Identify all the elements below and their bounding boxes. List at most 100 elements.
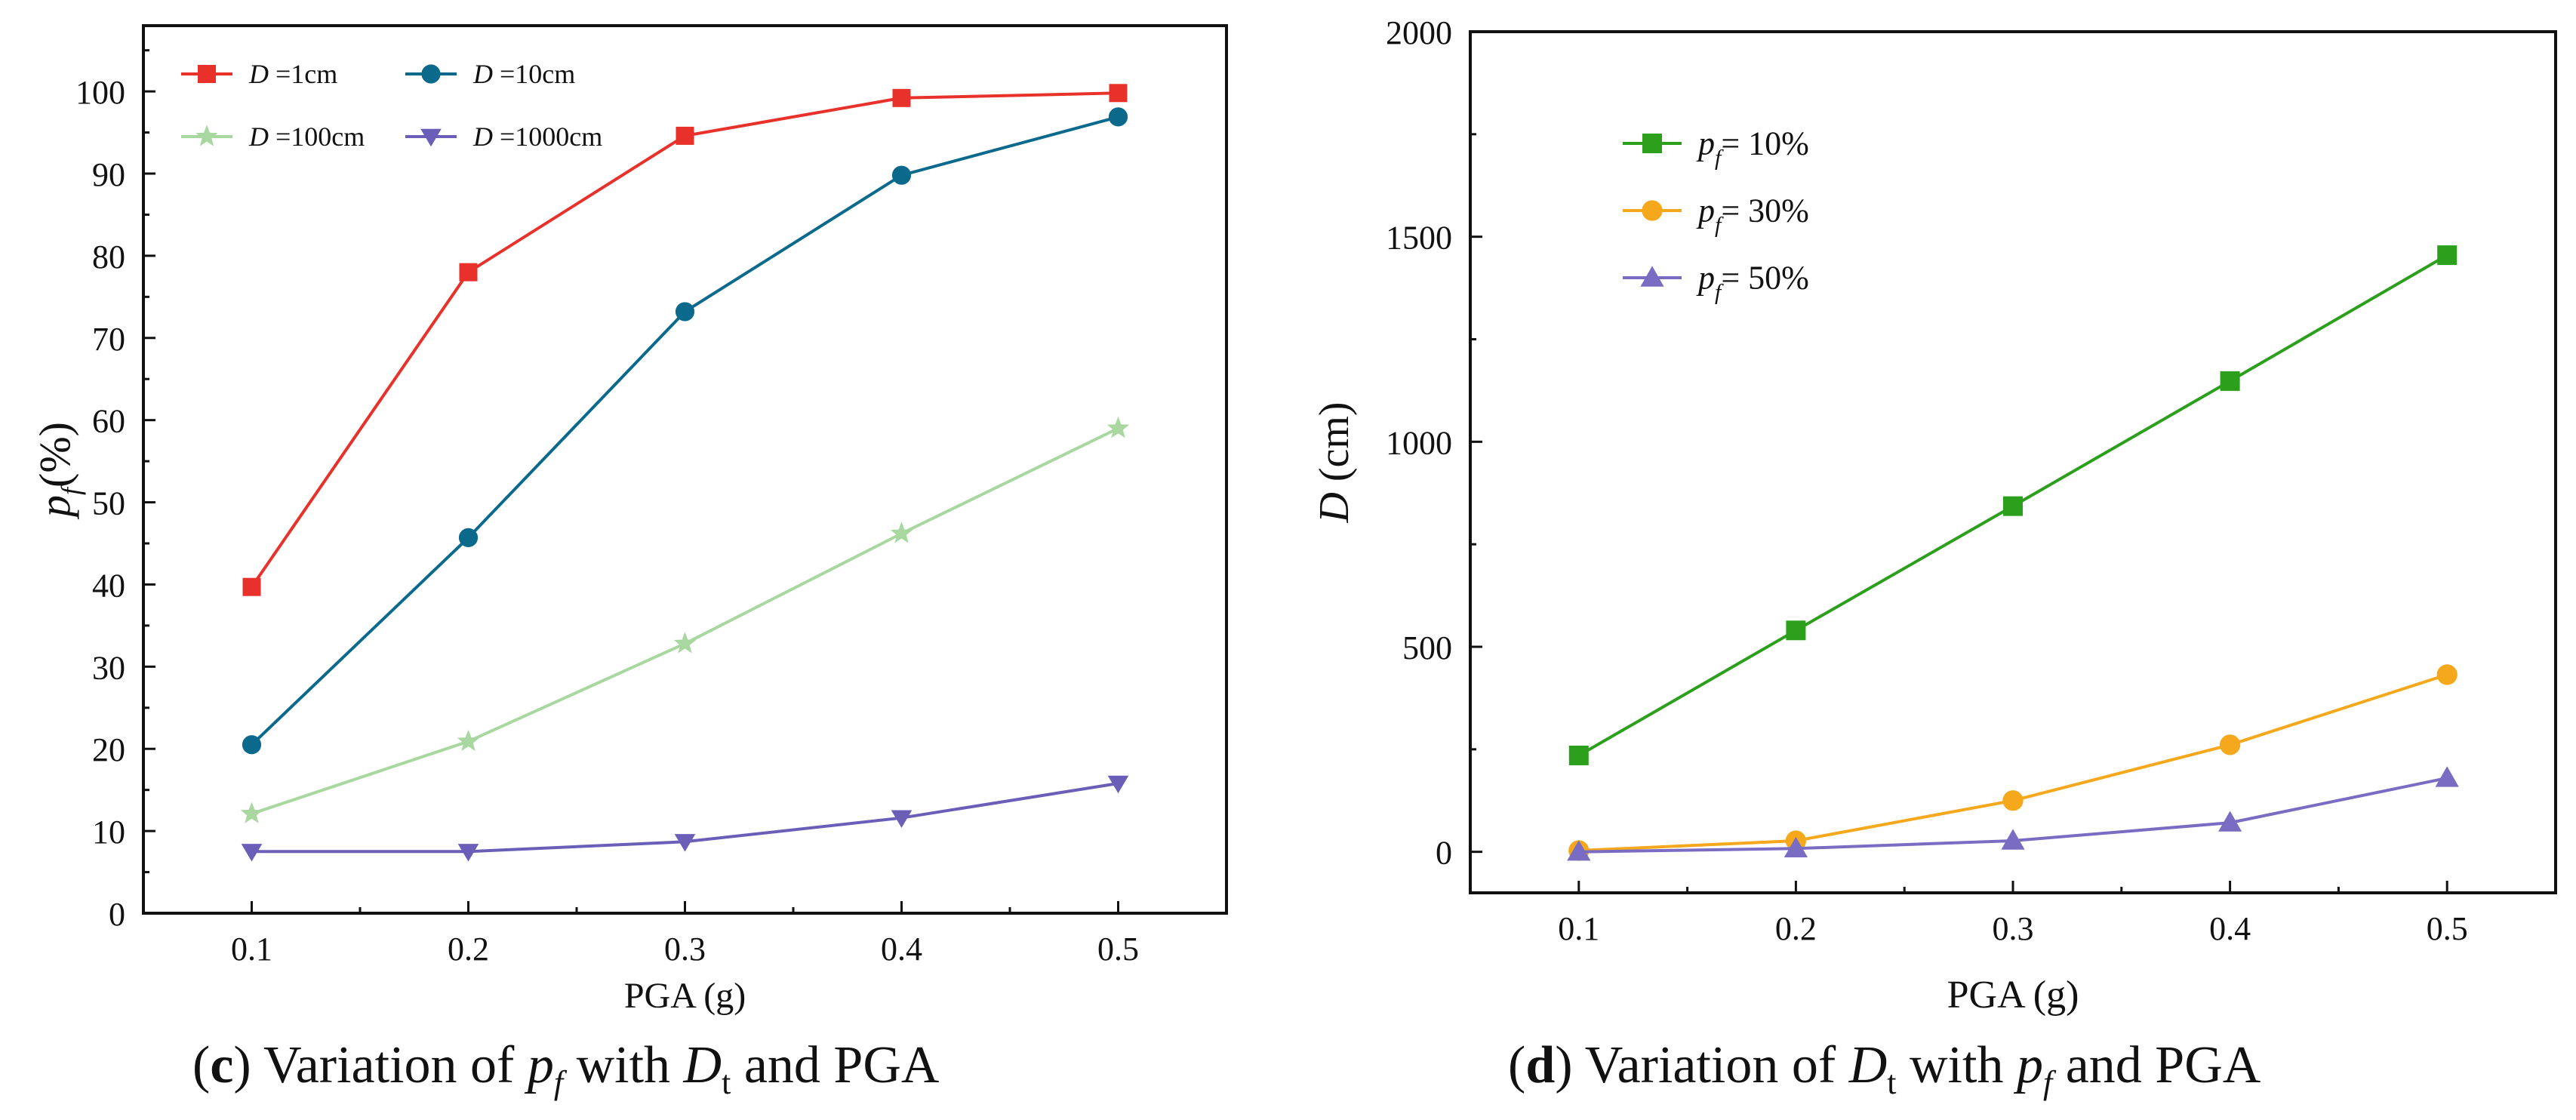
caption-d-sub2: f <box>2042 1064 2053 1101</box>
legend-label: pf= 30% <box>1696 192 1809 238</box>
data-point <box>1109 84 1128 103</box>
y-tick-label: 1000 <box>1386 424 1452 461</box>
legend-label: D =1cm <box>248 59 337 89</box>
caption-c-sub1: f <box>553 1064 564 1101</box>
caption-d-var2: p <box>2016 1036 2043 1094</box>
x-tick-label: 0.2 <box>1775 910 1817 947</box>
x-tick-label: 0.5 <box>1097 931 1139 968</box>
series-2 <box>242 107 1128 755</box>
data-point <box>2003 496 2023 516</box>
caption-c-post: and PGA <box>731 1036 940 1094</box>
data-point <box>242 735 262 755</box>
series-4 <box>241 775 1129 862</box>
data-point <box>1784 836 1808 858</box>
legend-marker <box>1642 200 1663 221</box>
data-point <box>2218 811 2242 832</box>
data-point <box>675 302 695 322</box>
y-axis-label: pf(%) <box>30 422 86 520</box>
y-tick-label: 0 <box>109 896 125 933</box>
legend-marker <box>421 64 441 84</box>
data-point <box>242 577 261 596</box>
y-tick-label: 10 <box>92 814 125 851</box>
y-tick-label: 70 <box>92 321 125 358</box>
y-tick-label: 500 <box>1402 629 1452 666</box>
x-tick-label: 0.5 <box>2427 910 2468 947</box>
x-axis-label: PGA (g) <box>1947 974 2079 1017</box>
data-point <box>2436 664 2458 685</box>
legend-label: D =100cm <box>248 122 365 152</box>
data-point <box>676 126 694 145</box>
caption-c: (c) Variation of pf with Dt and PGA <box>192 1036 940 1101</box>
y-tick-label: 1500 <box>1386 220 1452 257</box>
series-1 <box>242 84 1128 596</box>
chart-d: 0.1 0.2 0.3 0.4 0.5 0 500 1000 1500 2000 PGA (g) D … <box>1311 14 2557 1017</box>
data-point <box>2435 766 2459 787</box>
data-point <box>2437 245 2458 266</box>
caption-d: (d) Variation of Dt with pf and PGA <box>1508 1036 2261 1101</box>
caption-c-var2: D <box>683 1036 722 1094</box>
caption-d-label: d <box>1525 1036 1556 1094</box>
series-3 <box>240 417 1130 823</box>
data-point <box>2219 734 2241 755</box>
x-axis-label: PGA (g) <box>624 976 746 1016</box>
legend-marker <box>1640 266 1664 287</box>
caption-c-var1: p <box>527 1036 554 1094</box>
data-point <box>457 844 479 862</box>
data-point <box>1786 620 1806 641</box>
plot-frame <box>142 24 1228 915</box>
data-point <box>459 263 478 282</box>
legend-marker <box>195 125 218 146</box>
data-point <box>1106 417 1130 438</box>
data-point <box>1107 775 1129 794</box>
series-1 <box>1568 245 2458 765</box>
data-point <box>673 632 697 654</box>
caption-d-var1: D <box>1848 1036 1888 1094</box>
y-tick-label: 100 <box>75 74 125 111</box>
legend-label: D =1000cm <box>472 122 602 152</box>
legend-label: pf= 50% <box>1696 260 1809 305</box>
legend: pf= 10% pf= 30% pf= 50% <box>1623 125 1809 305</box>
data-point <box>1108 107 1128 127</box>
caption-d-post: and PGA <box>2052 1036 2261 1094</box>
caption-d-pre: Variation of <box>1572 1036 1849 1094</box>
y-tick-label: 2000 <box>1386 14 1452 51</box>
y-axis-label: D (cm) <box>1311 402 1358 523</box>
x-tick-label: 0.4 <box>881 931 922 968</box>
plot-frame <box>1469 30 2557 894</box>
legend-marker <box>198 65 216 83</box>
series-line <box>251 115 1119 746</box>
y-tick-label: 30 <box>92 649 125 686</box>
y-tick-label: 40 <box>92 567 125 604</box>
data-point <box>240 802 263 823</box>
caption-c-sub2: t <box>722 1064 731 1101</box>
data-point <box>1567 840 1591 861</box>
x-tick-label: 0.4 <box>2209 910 2251 947</box>
x-tick-label: 0.2 <box>448 931 489 968</box>
y-tick-label: 80 <box>92 238 125 275</box>
series-3 <box>1567 766 2459 861</box>
y-tick-label: 90 <box>92 156 125 193</box>
series-line <box>250 91 1119 588</box>
data-point <box>1568 745 1589 765</box>
x-tick-label: 0.3 <box>1993 910 2034 947</box>
legend-label: D =10cm <box>472 59 575 89</box>
series-line <box>1578 672 2448 852</box>
data-point <box>890 522 913 543</box>
y-tick-label: 20 <box>92 731 125 768</box>
legend: D =1cm D =10cm D =100cm D =1000cm <box>181 59 602 152</box>
legend-marker <box>420 128 442 147</box>
y-tick-label: 0 <box>1436 835 1452 872</box>
legend-marker <box>1642 134 1662 153</box>
data-point <box>2002 790 2024 811</box>
chart-c: 0.1 0.2 0.3 0.4 0.5 0 10 20 30 40 50 60 70 80 90 100 PGA… <box>30 24 1228 1016</box>
data-point <box>458 528 479 547</box>
data-point <box>2001 829 2025 850</box>
data-point <box>674 834 696 852</box>
y-tick-label: 60 <box>92 403 125 440</box>
caption-c-mid: with <box>563 1036 684 1094</box>
caption-d-mid: with <box>1896 1036 2017 1094</box>
legend-label: pf= 10% <box>1696 125 1809 171</box>
data-point <box>2220 371 2240 391</box>
data-point <box>241 844 263 862</box>
